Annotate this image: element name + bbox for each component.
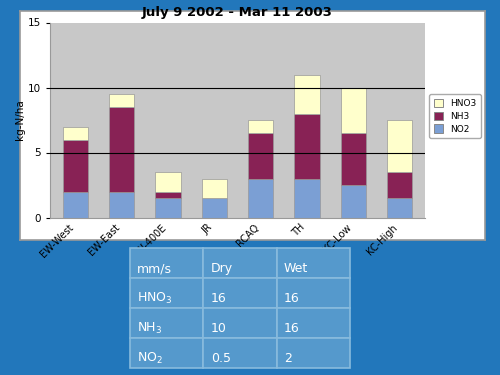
Bar (156, 192, 181, 198)
Bar (340, 87, 366, 133)
Bar (276, 338, 350, 368)
Bar (130, 338, 204, 368)
Text: Dry: Dry (210, 262, 233, 275)
Bar (294, 75, 320, 114)
Bar (340, 185, 366, 218)
Bar (130, 278, 204, 308)
Text: 16: 16 (210, 292, 226, 305)
Bar (276, 308, 350, 338)
Bar (387, 120, 412, 172)
Bar (294, 178, 320, 218)
Bar (248, 133, 274, 178)
Bar (62, 192, 88, 217)
Bar (109, 107, 134, 192)
Bar (387, 172, 412, 198)
Legend: HNO3, NH3, NO2: HNO3, NH3, NO2 (429, 94, 481, 138)
Text: NH$_3$: NH$_3$ (138, 321, 162, 336)
Bar (156, 172, 181, 192)
Text: 0.5: 0.5 (210, 352, 231, 365)
Bar (204, 248, 277, 278)
Bar (204, 338, 277, 368)
Text: NO$_2$: NO$_2$ (138, 351, 164, 366)
Bar (109, 94, 134, 107)
Text: mm/s: mm/s (138, 262, 172, 275)
Text: 16: 16 (284, 322, 300, 335)
Bar (294, 114, 320, 178)
Title: July 9 2002 - Mar 11 2003: July 9 2002 - Mar 11 2003 (142, 6, 333, 18)
Bar (156, 198, 181, 217)
Bar (130, 248, 204, 278)
Y-axis label: kg-N/ha: kg-N/ha (15, 100, 25, 140)
Bar (202, 178, 227, 198)
Text: 16: 16 (284, 292, 300, 305)
Bar (130, 308, 204, 338)
Text: HNO$_3$: HNO$_3$ (138, 291, 173, 306)
Bar (62, 140, 88, 192)
Bar (276, 248, 350, 278)
Bar (202, 198, 227, 217)
Bar (62, 126, 88, 140)
Bar (248, 178, 274, 218)
Text: 10: 10 (210, 322, 226, 335)
Bar (204, 308, 277, 338)
Text: 2: 2 (284, 352, 292, 365)
Bar (340, 133, 366, 185)
Text: Wet: Wet (284, 262, 308, 275)
Bar (276, 278, 350, 308)
Bar (109, 192, 134, 217)
Bar (387, 198, 412, 217)
Bar (204, 278, 277, 308)
Bar (248, 120, 274, 133)
